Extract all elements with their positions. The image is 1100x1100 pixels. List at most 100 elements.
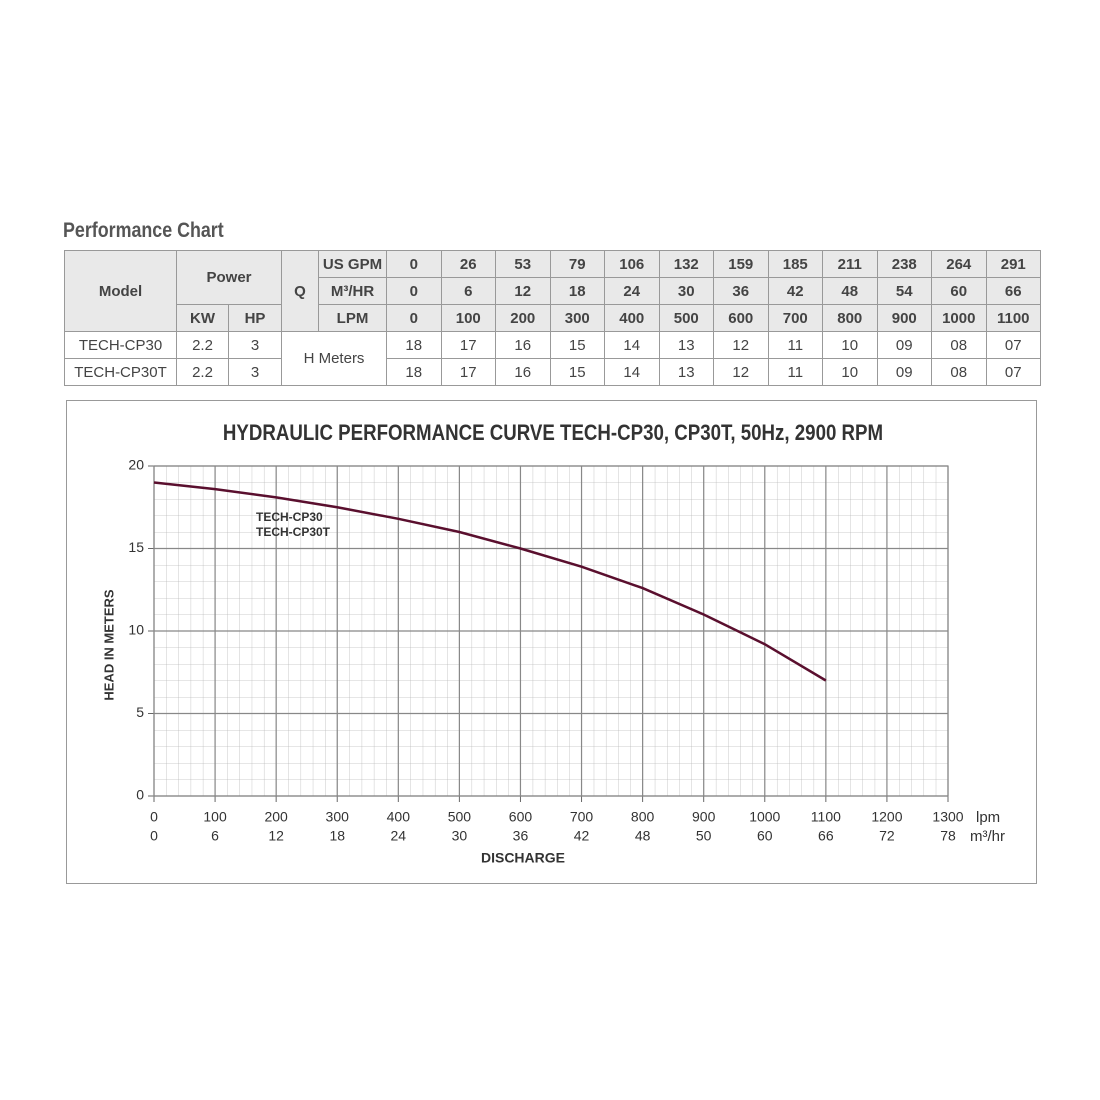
- x-tick-label: 900: [692, 809, 716, 825]
- flow-cell: 264: [931, 250, 987, 278]
- flow-cell: 0: [386, 250, 442, 278]
- header-cell: H Meters: [281, 331, 388, 386]
- chart-frame: [66, 400, 1037, 884]
- head-cell: 09: [876, 331, 933, 359]
- head-cell: 14: [604, 331, 660, 359]
- kw-cell: 2.2: [176, 358, 229, 386]
- flow-cell: 900: [876, 304, 933, 332]
- x-tick-label: 500: [448, 809, 472, 825]
- unit-cell: M³/HR: [318, 277, 388, 305]
- x2-tick-label: 72: [879, 828, 895, 844]
- x-tick-label: 200: [264, 809, 288, 825]
- head-cell: 09: [876, 358, 933, 386]
- plot-border: [153, 465, 949, 797]
- curve: [153, 481, 827, 682]
- flow-cell: 79: [549, 250, 606, 278]
- x2-tick-label: 66: [818, 828, 834, 844]
- head-cell: 12: [713, 331, 769, 359]
- x-tick-label: 1300: [932, 809, 963, 825]
- unit-cell: LPM: [318, 304, 388, 332]
- x-tick-label: 1200: [871, 809, 902, 825]
- x2-tick-label: 30: [452, 828, 468, 844]
- flow-cell: 0: [386, 277, 442, 305]
- x-tick-label: 800: [631, 809, 655, 825]
- header-row: KW HP LPM 0 100 200 300 400 500 600 700 800 900 1000 1…: [65, 304, 1042, 332]
- head-cell: 08: [931, 331, 987, 359]
- x2-tick-label: 18: [329, 828, 345, 844]
- header-cell: Power: [175, 250, 283, 305]
- x2-tick-label: 50: [696, 828, 712, 844]
- x2-tick-label: 48: [635, 828, 651, 844]
- flow-cell: 500: [658, 304, 715, 332]
- flow-cell: 600: [713, 304, 769, 332]
- x-tick-label: 300: [326, 809, 350, 825]
- head-cell: 10: [822, 358, 878, 386]
- head-cell: 13: [658, 358, 715, 386]
- x2-tick-label: 0: [150, 828, 158, 844]
- y-tick-label: 10: [128, 622, 144, 638]
- unit-cell: US GPM: [318, 250, 388, 278]
- model-row: TECH-CP30T 2.2 3 18 17 16 15 14 13 12 11 10 09 08 07: [64, 358, 1042, 386]
- flow-cell: 0: [386, 304, 442, 332]
- flow-cell: 800: [822, 304, 878, 332]
- head-cell: 12: [713, 358, 769, 386]
- flow-cell: 26: [440, 250, 497, 278]
- x2-unit: m³/hr: [970, 828, 1005, 845]
- y-tick-label: 20: [128, 457, 144, 473]
- page-title: Performance Chart: [63, 219, 224, 242]
- flow-cell: 36: [713, 277, 769, 305]
- curve-label: TECH-CP30: [256, 510, 323, 524]
- head-cell: 15: [549, 358, 606, 386]
- chart-title: HYDRAULIC PERFORMANCE CURVE TECH-CP30, C…: [223, 421, 883, 445]
- head-cell: 07: [985, 358, 1042, 386]
- flow-cell: 1000: [931, 304, 987, 332]
- x-axis-label: DISCHARGE: [481, 850, 565, 866]
- head-cell: 17: [440, 358, 497, 386]
- x-tick-label: 1000: [749, 809, 780, 825]
- x-tick-label: 400: [387, 809, 411, 825]
- header-cell: HP: [227, 304, 283, 332]
- x2-tick-label: 78: [940, 828, 956, 844]
- x-tick-label: 0: [150, 809, 158, 825]
- header-cell: Q: [281, 250, 320, 332]
- y-tick-label: 15: [128, 539, 144, 555]
- model-cell: TECH-CP30T: [64, 358, 177, 386]
- head-cell: 11: [767, 358, 824, 386]
- x2-tick-label: 36: [513, 828, 529, 844]
- flow-cell: 100: [440, 304, 497, 332]
- x2-tick-label: 6: [211, 828, 219, 844]
- x-tick-label: 100: [203, 809, 227, 825]
- flow-cell: 48: [822, 277, 878, 305]
- flow-cell: 24: [604, 277, 660, 305]
- x-tick-label: 1100: [811, 809, 841, 825]
- head-cell: 17: [440, 331, 497, 359]
- x2-tick-label: 60: [757, 828, 773, 844]
- flow-cell: 185: [767, 250, 824, 278]
- flow-cell: 42: [767, 277, 824, 305]
- x-unit: lpm: [976, 809, 1000, 826]
- header-row: M³/HR 0 6 12 18 24 30 36 42 48 54 60 66: [65, 277, 1042, 305]
- head-cell: 16: [495, 331, 551, 359]
- y-tick-label: 5: [136, 704, 144, 720]
- flow-cell: 30: [658, 277, 715, 305]
- flow-cell: 211: [822, 250, 878, 278]
- flow-cell: 53: [495, 250, 551, 278]
- x2-tick-label: 24: [391, 828, 407, 844]
- y-tick-label: 0: [136, 787, 144, 803]
- head-cell: 18: [386, 358, 442, 386]
- performance-table: Model Power Q US GPM 0 26 53 79 106 132 159 185 211 2…: [64, 250, 1042, 386]
- x-tick-label: 600: [509, 809, 533, 825]
- flow-cell: 300: [549, 304, 606, 332]
- hp-cell: 3: [227, 358, 283, 386]
- flow-cell: 60: [931, 277, 987, 305]
- x2-tick-label: 12: [268, 828, 284, 844]
- kw-cell: 2.2: [176, 331, 229, 359]
- head-cell: 11: [767, 331, 824, 359]
- x-tick-label: 700: [570, 809, 594, 825]
- head-cell: 16: [495, 358, 551, 386]
- y-axis-label: HEAD IN METERS: [101, 589, 116, 701]
- curve-label: TECH-CP30T: [256, 525, 331, 539]
- head-cell: 18: [386, 331, 442, 359]
